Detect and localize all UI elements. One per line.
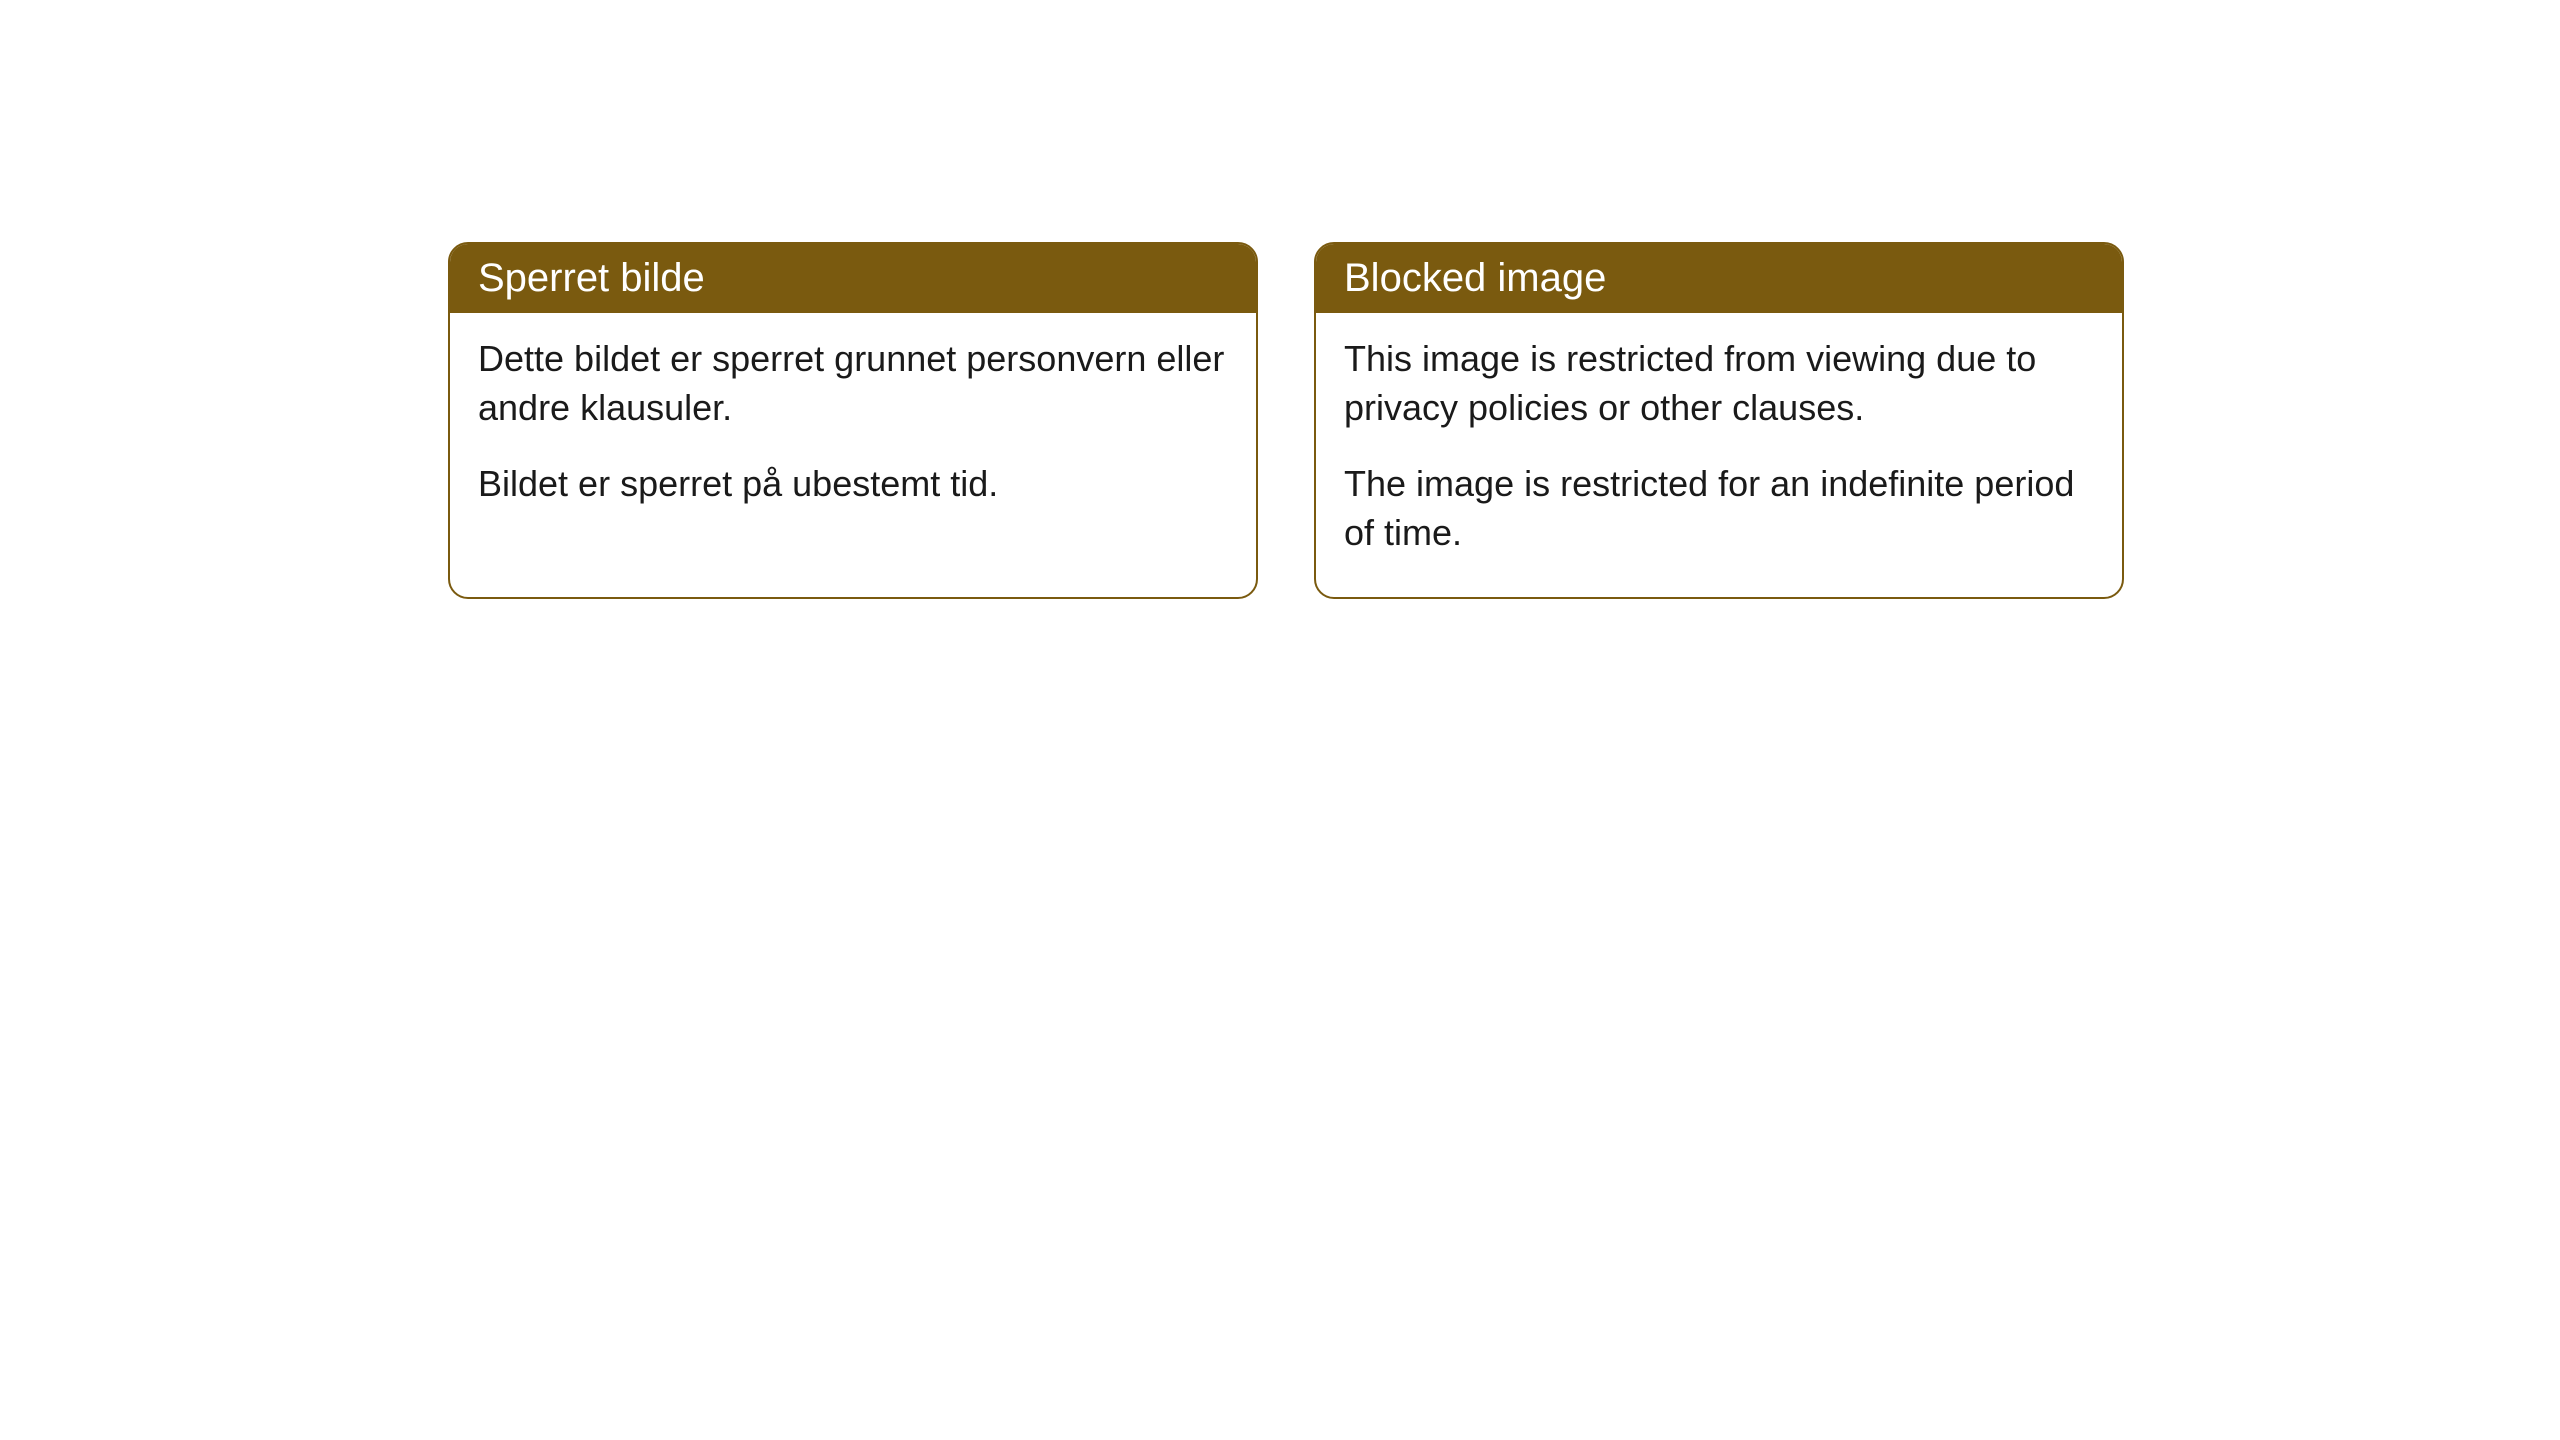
card-paragraph: Bildet er sperret på ubestemt tid. bbox=[478, 460, 1228, 509]
card-body-norwegian: Dette bildet er sperret grunnet personve… bbox=[450, 313, 1256, 549]
card-body-english: This image is restricted from viewing du… bbox=[1316, 313, 2122, 597]
notice-card-english: Blocked image This image is restricted f… bbox=[1314, 242, 2124, 599]
card-paragraph: The image is restricted for an indefinit… bbox=[1344, 460, 2094, 557]
card-title: Blocked image bbox=[1344, 256, 1606, 300]
notice-cards-container: Sperret bilde Dette bildet er sperret gr… bbox=[0, 0, 2560, 599]
notice-card-norwegian: Sperret bilde Dette bildet er sperret gr… bbox=[448, 242, 1258, 599]
card-paragraph: Dette bildet er sperret grunnet personve… bbox=[478, 335, 1228, 432]
card-header-norwegian: Sperret bilde bbox=[450, 244, 1256, 313]
card-paragraph: This image is restricted from viewing du… bbox=[1344, 335, 2094, 432]
card-title: Sperret bilde bbox=[478, 256, 705, 300]
card-header-english: Blocked image bbox=[1316, 244, 2122, 313]
